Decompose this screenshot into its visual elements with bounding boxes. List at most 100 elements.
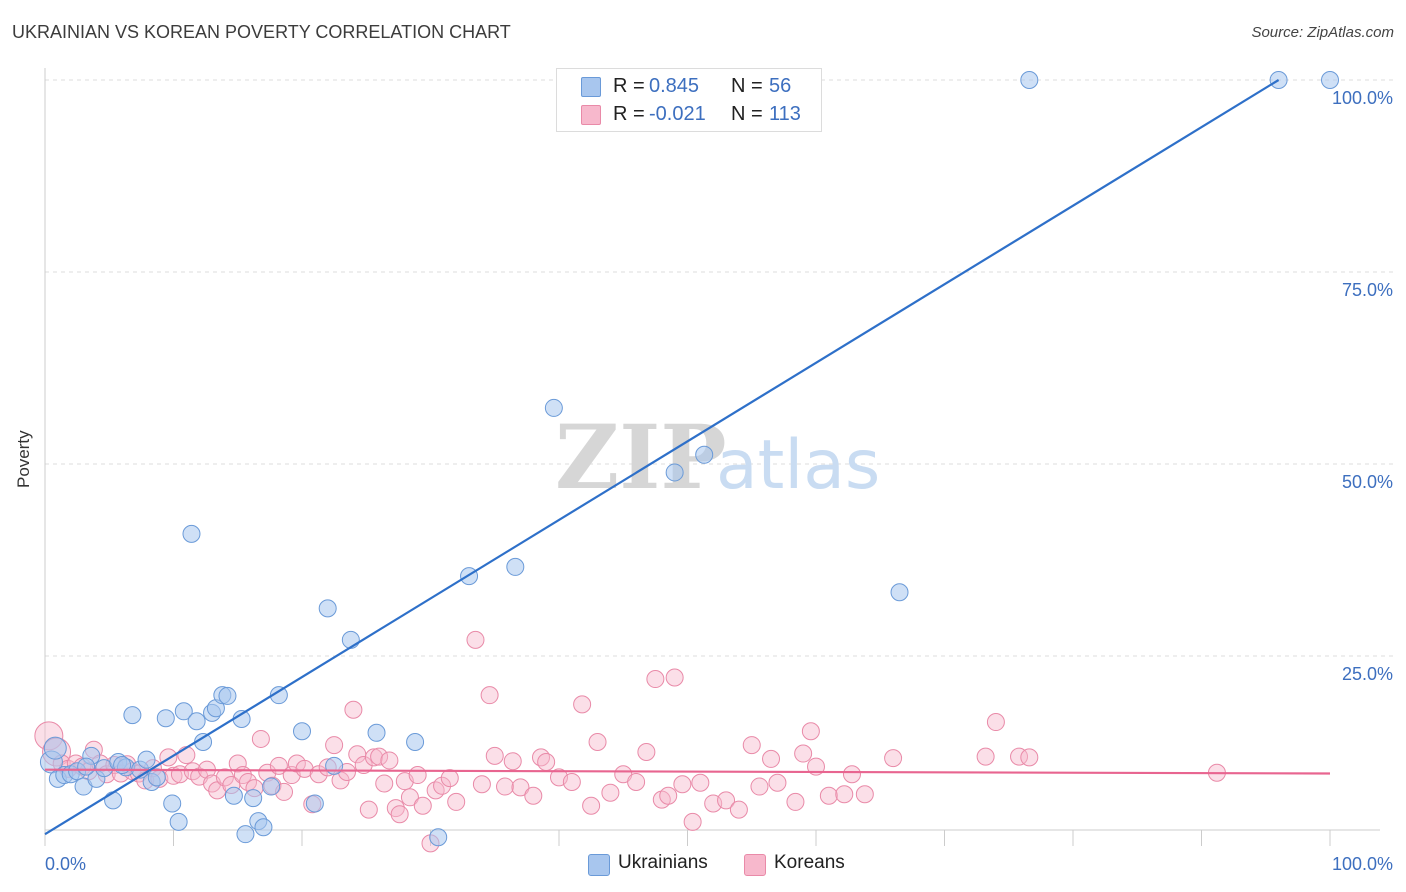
- korean-point: [691, 773, 710, 792]
- korean-point: [665, 668, 684, 687]
- ukrainian-point: [406, 733, 425, 752]
- korean-point: [359, 800, 378, 819]
- korean-point: [466, 630, 485, 649]
- ukrainians-points: [39, 71, 1339, 847]
- ukrainian-point: [218, 686, 237, 705]
- korean-point: [762, 749, 781, 768]
- r-value: 0.845: [649, 75, 700, 97]
- ukrainian-point: [244, 789, 263, 808]
- ukrainian-point: [43, 736, 67, 760]
- ukrainian-point: [305, 794, 324, 813]
- korean-point: [786, 792, 805, 811]
- korean-point: [801, 722, 820, 741]
- korean-point: [601, 783, 620, 802]
- korean-point: [573, 695, 592, 714]
- ukrainian-point: [169, 812, 188, 831]
- ukrainian-point: [104, 791, 123, 810]
- legend-row-ukrainians: R = 0.845 N = 56: [557, 72, 821, 100]
- korean-point: [408, 766, 427, 785]
- ukrainian-point: [325, 756, 344, 775]
- y-tick-label: 25.0%: [1342, 664, 1393, 684]
- korean-point: [325, 736, 344, 755]
- korean-point: [390, 805, 409, 824]
- korean-point: [588, 733, 607, 752]
- correlation-legend: R = 0.845 N = 56 R = -0.021 N = 113: [556, 68, 822, 132]
- korean-point: [717, 791, 736, 810]
- korean-point: [729, 800, 748, 819]
- tick-label-layer: 25.0% 50.0% 75.0% 100.0% 0.0% 100.0%: [45, 88, 1393, 874]
- legend-label-koreans: Koreans: [774, 852, 845, 873]
- korean-point: [485, 746, 504, 765]
- ukrainian-point: [695, 445, 714, 464]
- korean-point: [562, 772, 581, 791]
- korean-point: [496, 777, 515, 796]
- chart-title: UKRAINIAN VS KOREAN POVERTY CORRELATION …: [12, 22, 511, 42]
- ukrainian-point: [236, 825, 255, 844]
- koreans-swatch: [581, 105, 601, 125]
- ukrainian-point: [293, 722, 311, 741]
- trend-layer: [44, 79, 1331, 836]
- korean-point: [819, 786, 838, 805]
- ukrainian-point: [1321, 71, 1339, 89]
- korean-point: [986, 713, 1005, 732]
- korean-point: [742, 736, 761, 755]
- korean-point: [413, 796, 432, 815]
- korean-point: [480, 686, 499, 705]
- korean-point: [582, 796, 601, 815]
- koreans-points: [34, 630, 1226, 853]
- n-value: 56: [769, 75, 792, 97]
- ukrainian-point: [224, 786, 243, 805]
- ukrainian-point: [174, 702, 193, 721]
- korean-point: [835, 785, 854, 804]
- korean-point: [433, 776, 452, 795]
- ukrainian-point: [182, 524, 201, 543]
- korean-point: [215, 768, 234, 787]
- korean-point: [646, 670, 665, 689]
- ukrainian-point: [163, 794, 182, 813]
- korean-point: [400, 788, 419, 807]
- n-value: 113: [769, 103, 801, 125]
- ukrainian-point: [187, 712, 206, 731]
- ukrainian-point: [665, 463, 684, 482]
- korean-point: [1020, 748, 1039, 767]
- r-value: -0.021: [649, 103, 706, 125]
- korean-point: [637, 743, 656, 761]
- ukrainian-point: [262, 777, 281, 796]
- korean-point: [375, 774, 394, 793]
- korean-point: [976, 747, 995, 766]
- legend-row-koreans: R = -0.021 N = 113: [557, 100, 821, 128]
- y-tick-label: 100.0%: [1332, 88, 1393, 108]
- ukrainian-point: [1020, 71, 1039, 89]
- ukrainian-point: [254, 818, 273, 837]
- korean-point: [354, 756, 373, 775]
- korean-point: [673, 775, 692, 794]
- ukrainian-point: [123, 706, 142, 725]
- chart-source: Source: ZipAtlas.com: [1251, 24, 1394, 41]
- korean-point: [295, 759, 314, 778]
- ukrainian-point: [147, 768, 166, 787]
- korean-point: [884, 749, 903, 768]
- x-tick-label: 0.0%: [45, 854, 86, 874]
- ukrainian-point: [429, 828, 448, 847]
- korean-point: [750, 777, 769, 796]
- korean-point: [228, 754, 247, 773]
- korean-point: [524, 786, 543, 805]
- ukrainians-legend-swatch: [588, 854, 610, 876]
- korean-point: [855, 785, 874, 804]
- korean-point: [503, 752, 522, 771]
- ukrainians-swatch: [581, 77, 601, 97]
- korean-point: [659, 786, 678, 805]
- ukrainian-point: [77, 757, 96, 776]
- r-label: R =: [613, 75, 645, 97]
- korean-point: [251, 729, 270, 748]
- korean-point: [426, 781, 445, 800]
- y-tick-label: 50.0%: [1342, 472, 1393, 492]
- korean-point: [794, 744, 813, 763]
- n-label: N =: [731, 103, 763, 125]
- korean-point: [380, 751, 399, 770]
- x-tick-label: 100.0%: [1332, 854, 1393, 874]
- korean-point: [537, 752, 556, 771]
- ukrainian-point: [137, 750, 156, 769]
- y-tick-label: 75.0%: [1342, 280, 1393, 300]
- korean-point: [447, 792, 466, 811]
